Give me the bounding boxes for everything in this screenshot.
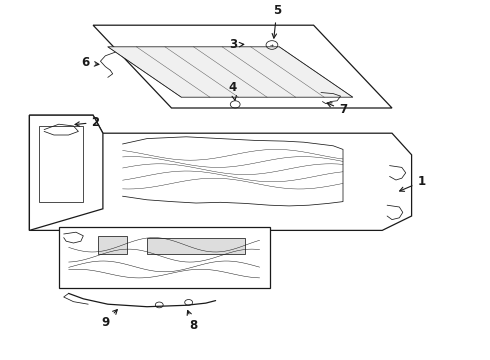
Text: 3: 3	[229, 39, 244, 51]
Polygon shape	[93, 25, 392, 108]
Polygon shape	[98, 236, 127, 254]
Text: 1: 1	[400, 175, 425, 192]
Text: 2: 2	[75, 116, 99, 129]
Polygon shape	[147, 238, 245, 254]
Text: 9: 9	[101, 310, 117, 329]
Polygon shape	[59, 227, 270, 288]
Polygon shape	[29, 115, 412, 230]
Text: 8: 8	[187, 310, 197, 332]
Text: 7: 7	[327, 103, 347, 116]
Polygon shape	[29, 115, 103, 230]
Text: 6: 6	[82, 57, 99, 69]
Text: 4: 4	[229, 81, 237, 100]
Text: 5: 5	[272, 4, 281, 38]
Polygon shape	[108, 47, 353, 97]
